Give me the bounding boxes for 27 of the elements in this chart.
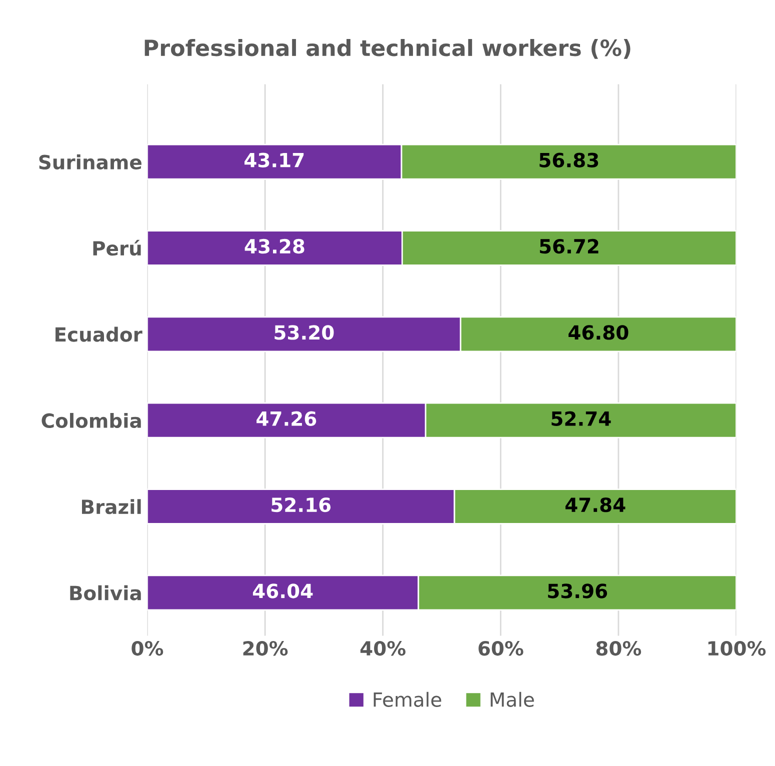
x-tick-label: 40% — [360, 640, 406, 656]
data-label: 52.16 — [272, 497, 331, 512]
data-label: 53.96 — [548, 584, 608, 598]
x-tick-label: 100% — [708, 640, 766, 656]
data-label: 46.80 — [568, 325, 628, 340]
data-label: 43.28 — [244, 238, 304, 254]
legend-label: Female — [374, 692, 442, 707]
data-label: 46.04 — [252, 584, 313, 598]
y-tick-label: Colombia — [42, 412, 141, 428]
data-label: 56.72 — [540, 238, 598, 254]
data-label: 47.84 — [565, 497, 626, 512]
y-tick-label: Brazil — [82, 499, 141, 514]
x-tick-label: 20% — [243, 640, 288, 656]
data-label: 43.17 — [244, 152, 304, 168]
x-tick-label: 80% — [596, 640, 642, 656]
y-tick-label: Bolivia — [70, 585, 141, 600]
y-tick-label: Suriname — [39, 154, 142, 170]
data-label: 56.83 — [540, 152, 598, 168]
x-tick-label: 0% — [132, 640, 164, 656]
y-tick-label: Perú — [93, 240, 141, 256]
legend-label: Male — [490, 692, 534, 707]
data-label: 53.20 — [274, 325, 334, 340]
x-tick-label: 60% — [478, 640, 524, 656]
data-label: 47.26 — [256, 411, 316, 426]
chart-title: Professional and technical workers (%) — [144, 39, 630, 59]
data-label: 52.74 — [552, 411, 611, 426]
y-tick-label: Ecuador — [56, 326, 142, 342]
